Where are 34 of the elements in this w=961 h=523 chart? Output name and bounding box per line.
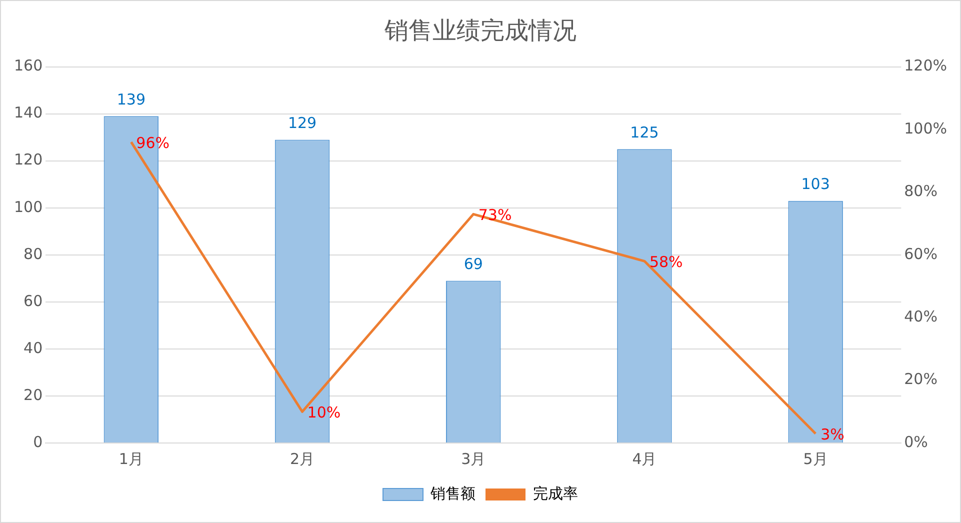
data-label: 129 bbox=[288, 114, 317, 132]
y2-tick-label: 0% bbox=[904, 432, 928, 451]
y2-tick-label: 80% bbox=[904, 182, 938, 200]
y-tick-label: 100 bbox=[14, 198, 43, 216]
y2-tick-label: 20% bbox=[904, 370, 938, 388]
data-label: 125 bbox=[630, 123, 659, 142]
legend-label: 完成率 bbox=[533, 484, 578, 502]
y2-tick-label: 100% bbox=[904, 119, 948, 138]
chart-title: 销售业绩完成情况 bbox=[384, 16, 576, 45]
data-label: 3% bbox=[820, 425, 844, 444]
data-label: 103 bbox=[801, 175, 830, 194]
x-tick-label: 1月 bbox=[118, 450, 144, 468]
data-label: 10% bbox=[307, 404, 341, 422]
x-tick-label: 5月 bbox=[803, 450, 828, 468]
y-tick-label: 140 bbox=[14, 104, 43, 122]
y-tick-label: 160 bbox=[14, 56, 43, 75]
y-tick-label: 20 bbox=[24, 386, 43, 404]
y2-tick-label: 60% bbox=[904, 244, 938, 263]
x-tick-label: 4月 bbox=[632, 450, 657, 468]
x-tick-label: 2月 bbox=[290, 450, 315, 468]
data-label: 96% bbox=[136, 134, 170, 152]
data-label: 139 bbox=[116, 90, 146, 109]
x-tick-label: 3月 bbox=[461, 450, 486, 468]
y-tick-label: 60 bbox=[24, 292, 43, 310]
y2-tick-label: 120% bbox=[904, 56, 948, 75]
y-tick-label: 120 bbox=[14, 150, 43, 169]
legend-label: 销售额 bbox=[430, 484, 476, 502]
y-tick-label: 0 bbox=[33, 432, 43, 451]
data-label: 69 bbox=[464, 255, 483, 274]
y-tick-label: 40 bbox=[24, 338, 43, 357]
y-tick-label: 80 bbox=[24, 244, 43, 263]
data-label: 73% bbox=[478, 206, 512, 224]
data-label: 58% bbox=[649, 253, 683, 272]
y2-tick-label: 40% bbox=[904, 307, 938, 326]
